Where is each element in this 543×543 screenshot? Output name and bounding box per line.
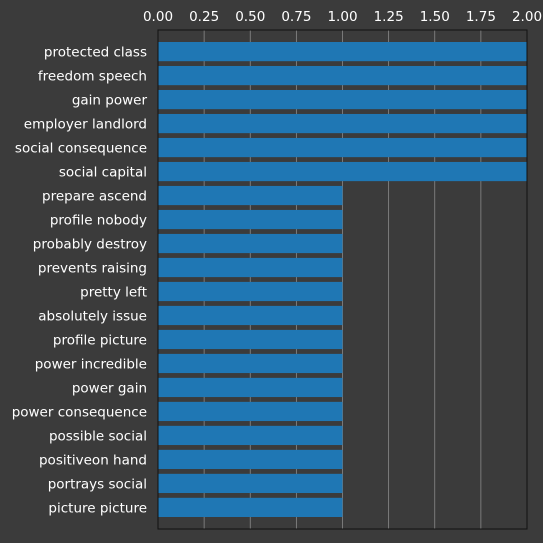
category-label: absolutely issue: [38, 308, 147, 324]
bar: [158, 137, 527, 158]
category-label: positiveon hand: [39, 452, 147, 468]
bar: [158, 473, 343, 494]
category-label: prepare ascend: [42, 189, 147, 205]
category-label: power consequence: [12, 404, 147, 420]
bar: [158, 353, 343, 374]
bar: [158, 281, 343, 302]
category-label: social capital: [59, 165, 147, 181]
category-labels: protected class freedom speech gain power e…: [12, 45, 148, 517]
bar: [158, 449, 343, 470]
bar: [158, 329, 343, 350]
category-label: prevents raising: [38, 261, 147, 277]
bar: [158, 425, 343, 446]
bar: [158, 401, 343, 422]
bars: [158, 41, 527, 518]
bar: [158, 65, 527, 86]
bar: [158, 497, 343, 518]
x-tick-labels: 0.00 0.25 0.50 0.75 1.00 1.25 1.50 1.75 2.00: [143, 9, 542, 25]
x-tick-label: 0.00: [143, 9, 173, 25]
category-label: employer landlord: [24, 117, 147, 133]
bar: [158, 257, 343, 278]
category-label: possible social: [49, 428, 147, 444]
bar: [158, 89, 527, 110]
plot-frame: [157, 29, 528, 530]
bar: [158, 377, 343, 398]
bar: [158, 41, 527, 62]
x-tick-label: 0.50: [235, 9, 265, 25]
category-label: picture picture: [48, 500, 147, 516]
category-label: freedom speech: [38, 69, 147, 85]
category-label: profile picture: [53, 332, 147, 348]
category-label: portrays social: [48, 476, 147, 492]
x-tick-label: 2.00: [512, 9, 542, 25]
x-tick-label: 1.00: [327, 9, 357, 25]
x-tick-label: 0.75: [281, 9, 311, 25]
category-label: profile nobody: [50, 213, 147, 229]
bar: [158, 233, 343, 254]
bar: [158, 209, 343, 230]
x-tick-label: 1.50: [420, 9, 450, 25]
category-label: pretty left: [80, 284, 147, 300]
x-tick-label: 0.25: [189, 9, 219, 25]
bar: [158, 161, 527, 182]
category-label: power incredible: [35, 356, 147, 372]
category-label: probably destroy: [33, 237, 147, 253]
x-tick-label: 1.25: [374, 9, 404, 25]
bar: [158, 305, 343, 326]
category-label: power gain: [72, 380, 147, 396]
category-label: gain power: [72, 93, 148, 109]
category-label: protected class: [44, 45, 147, 61]
category-label: social consequence: [15, 141, 147, 157]
bar: [158, 185, 343, 206]
x-tick-label: 1.75: [466, 9, 496, 25]
bar: [158, 113, 527, 134]
